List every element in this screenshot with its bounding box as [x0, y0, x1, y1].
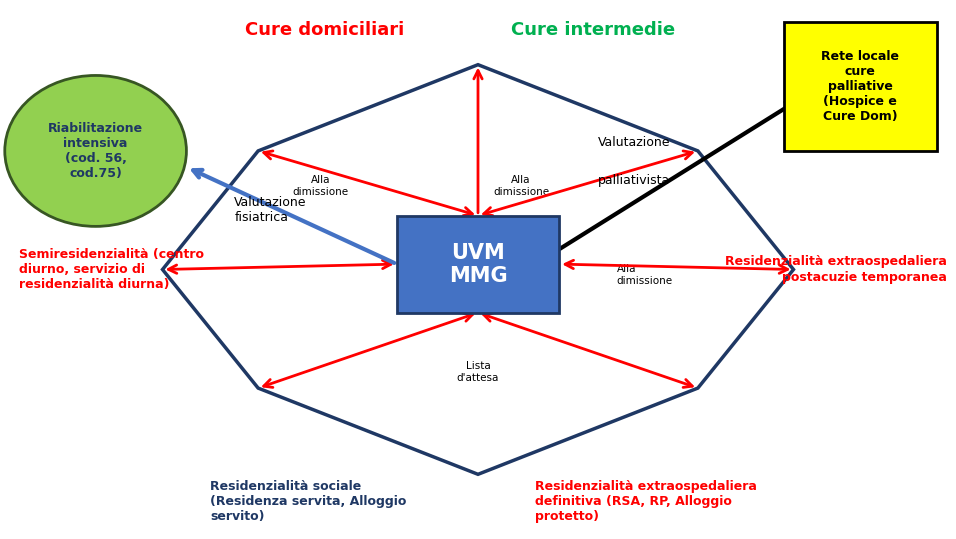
Text: Lista
d'attesa: Lista d'attesa [457, 361, 499, 383]
Text: Riabilitazione
intensiva
(cod. 56,
cod.75): Riabilitazione intensiva (cod. 56, cod.7… [48, 122, 143, 180]
Text: Alla
dimissione: Alla dimissione [493, 175, 549, 197]
Text: Residenzialità extraospedaliera
postacuzie temporanea: Residenzialità extraospedaliera postacuz… [725, 255, 946, 284]
Text: Cure intermedie: Cure intermedie [511, 20, 675, 39]
Text: Alla
dimissione: Alla dimissione [293, 175, 348, 197]
Text: Cure domiciliari: Cure domiciliari [246, 20, 404, 39]
Text: Alla
dimissione: Alla dimissione [617, 264, 673, 286]
Text: Valutazione: Valutazione [598, 136, 670, 149]
Text: UVM
MMG: UVM MMG [448, 243, 508, 286]
FancyBboxPatch shape [784, 22, 937, 151]
Text: Residenzialità extraospedaliera
definitiva (RSA, RP, Alloggio
protetto): Residenzialità extraospedaliera definiti… [535, 480, 757, 523]
Text: Valutazione
fisiatrica: Valutazione fisiatrica [234, 196, 307, 224]
Text: Rete locale
cure
palliative
(Hospice e
Cure Dom): Rete locale cure palliative (Hospice e C… [821, 50, 900, 123]
Text: Residenzialità sociale
(Residenza servita, Alloggio
servito): Residenzialità sociale (Residenza servit… [210, 480, 406, 523]
Ellipse shape [5, 75, 186, 226]
FancyBboxPatch shape [397, 216, 559, 313]
Text: Semiresidenzialità (centro
diurno, servizio di
residenzialità diurna): Semiresidenzialità (centro diurno, servi… [19, 248, 205, 291]
Text: palliativista: palliativista [598, 174, 670, 187]
